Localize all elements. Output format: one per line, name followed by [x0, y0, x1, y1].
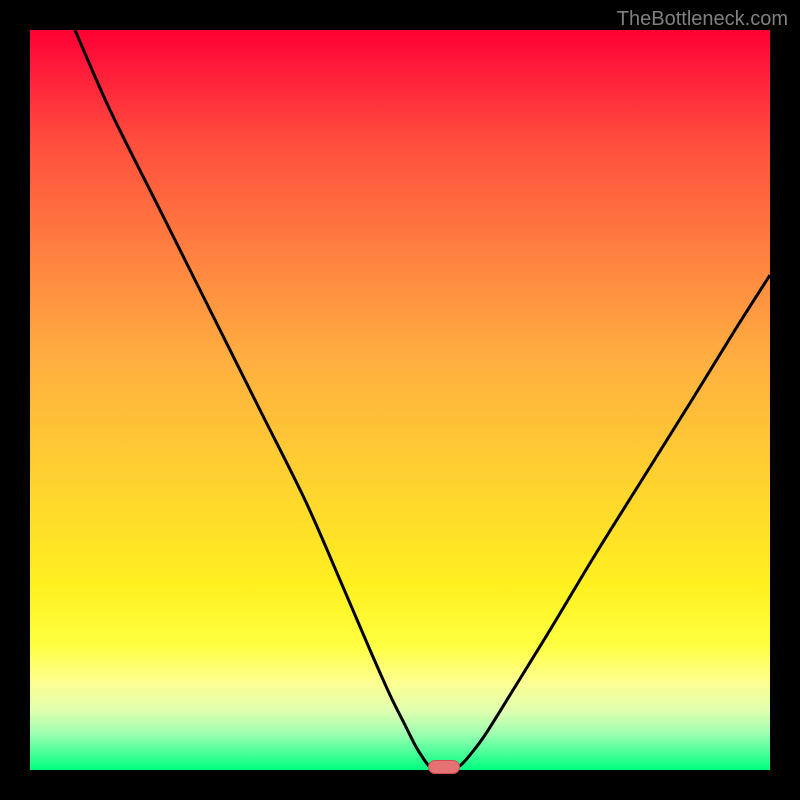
plot-area: [30, 30, 770, 770]
curve-left-branch: [75, 30, 430, 767]
curve-right-branch: [458, 275, 770, 767]
minimum-marker: [428, 760, 460, 774]
curve-layer: [30, 30, 770, 770]
watermark-text: TheBottleneck.com: [617, 8, 788, 31]
